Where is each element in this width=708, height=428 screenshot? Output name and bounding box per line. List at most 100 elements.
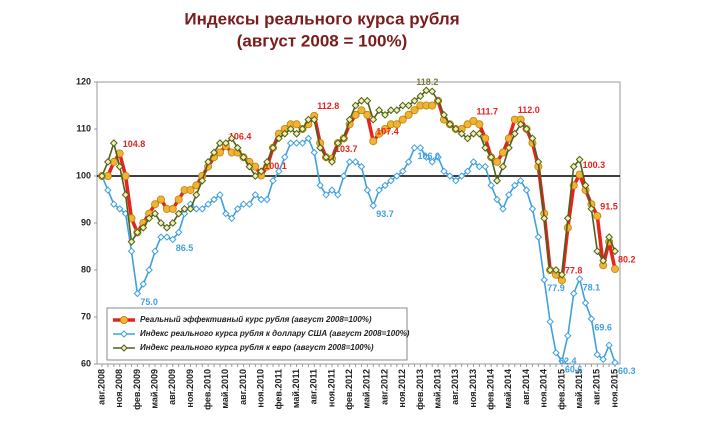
x-tick-label: ноя.2014 <box>539 369 549 408</box>
point <box>546 266 555 274</box>
point <box>328 186 336 194</box>
point <box>227 134 236 143</box>
point <box>422 153 431 161</box>
point <box>357 96 366 105</box>
point <box>174 195 183 204</box>
point <box>281 153 289 161</box>
point <box>298 139 307 147</box>
point <box>257 195 265 204</box>
point <box>428 87 437 96</box>
point <box>257 167 266 176</box>
point <box>392 120 401 129</box>
point <box>316 143 325 152</box>
point <box>363 186 372 194</box>
point <box>127 247 136 255</box>
point <box>180 204 189 213</box>
point <box>233 143 242 152</box>
value-label: 107.4 <box>376 127 399 137</box>
point <box>499 205 507 213</box>
point <box>599 256 608 265</box>
point <box>487 153 496 162</box>
point <box>334 191 342 199</box>
point <box>570 289 578 298</box>
value-label: 93.7 <box>376 209 394 219</box>
point <box>251 172 260 180</box>
point <box>428 158 436 166</box>
point <box>398 101 407 110</box>
point <box>204 200 212 208</box>
point <box>169 235 177 244</box>
point <box>469 158 478 166</box>
point <box>505 191 513 199</box>
x-tick-label: авг.2010 <box>238 369 248 405</box>
point <box>393 172 401 180</box>
x-tick-label: май.2012 <box>362 369 372 409</box>
point <box>286 139 295 147</box>
point <box>298 125 307 133</box>
point <box>104 186 112 194</box>
point <box>564 332 572 340</box>
value-label: 100.3 <box>583 160 606 170</box>
y-tick-label: 100 <box>76 170 91 180</box>
x-tick-label: ноя.2008 <box>114 369 124 408</box>
point <box>110 200 118 208</box>
x-tick-label: ноя.2012 <box>397 369 407 408</box>
point <box>611 265 620 274</box>
legend-marker <box>120 315 129 324</box>
point <box>163 233 171 241</box>
point <box>151 247 159 255</box>
point <box>522 186 531 194</box>
value-label: 77.9 <box>547 283 565 293</box>
point <box>292 129 301 138</box>
point <box>328 157 336 166</box>
point <box>274 134 283 143</box>
point <box>498 148 507 157</box>
x-tick-label: фев.2009 <box>132 369 142 410</box>
point <box>174 209 183 218</box>
point <box>428 101 437 110</box>
point <box>511 181 519 190</box>
point <box>339 134 348 143</box>
point <box>345 115 354 124</box>
x-tick-label: авг.2012 <box>379 369 389 405</box>
point <box>245 162 254 171</box>
point <box>345 158 354 166</box>
point <box>593 247 602 256</box>
point <box>98 172 106 180</box>
x-tick-label: ноя.2013 <box>468 369 478 408</box>
point <box>475 162 484 171</box>
point <box>292 139 301 147</box>
point <box>139 223 148 232</box>
point <box>198 205 206 213</box>
point <box>569 162 578 171</box>
point <box>434 153 442 161</box>
x-tick-label: май.2015 <box>574 369 584 409</box>
point <box>410 144 419 152</box>
value-label: 91.5 <box>600 201 618 211</box>
point <box>587 204 596 213</box>
point <box>440 110 448 119</box>
point <box>286 125 295 133</box>
point <box>156 195 165 204</box>
point <box>410 96 419 105</box>
point <box>228 214 236 223</box>
value-label: 111.7 <box>476 106 498 116</box>
point <box>151 200 160 209</box>
point <box>204 157 213 166</box>
point <box>387 106 395 115</box>
point <box>115 205 124 213</box>
point <box>528 134 537 143</box>
point <box>534 233 543 241</box>
point <box>587 315 596 323</box>
point <box>381 181 389 190</box>
x-tick-label: фев.2011 <box>273 369 283 409</box>
point <box>611 247 619 256</box>
point <box>581 299 590 307</box>
point <box>463 120 472 129</box>
legend-label: Индекс реального курса рубля к доллару С… <box>140 329 410 338</box>
legend-marker <box>120 330 128 338</box>
x-tick-label: май.2013 <box>432 369 442 409</box>
value-label: 60.3 <box>618 366 636 376</box>
point <box>115 162 124 171</box>
